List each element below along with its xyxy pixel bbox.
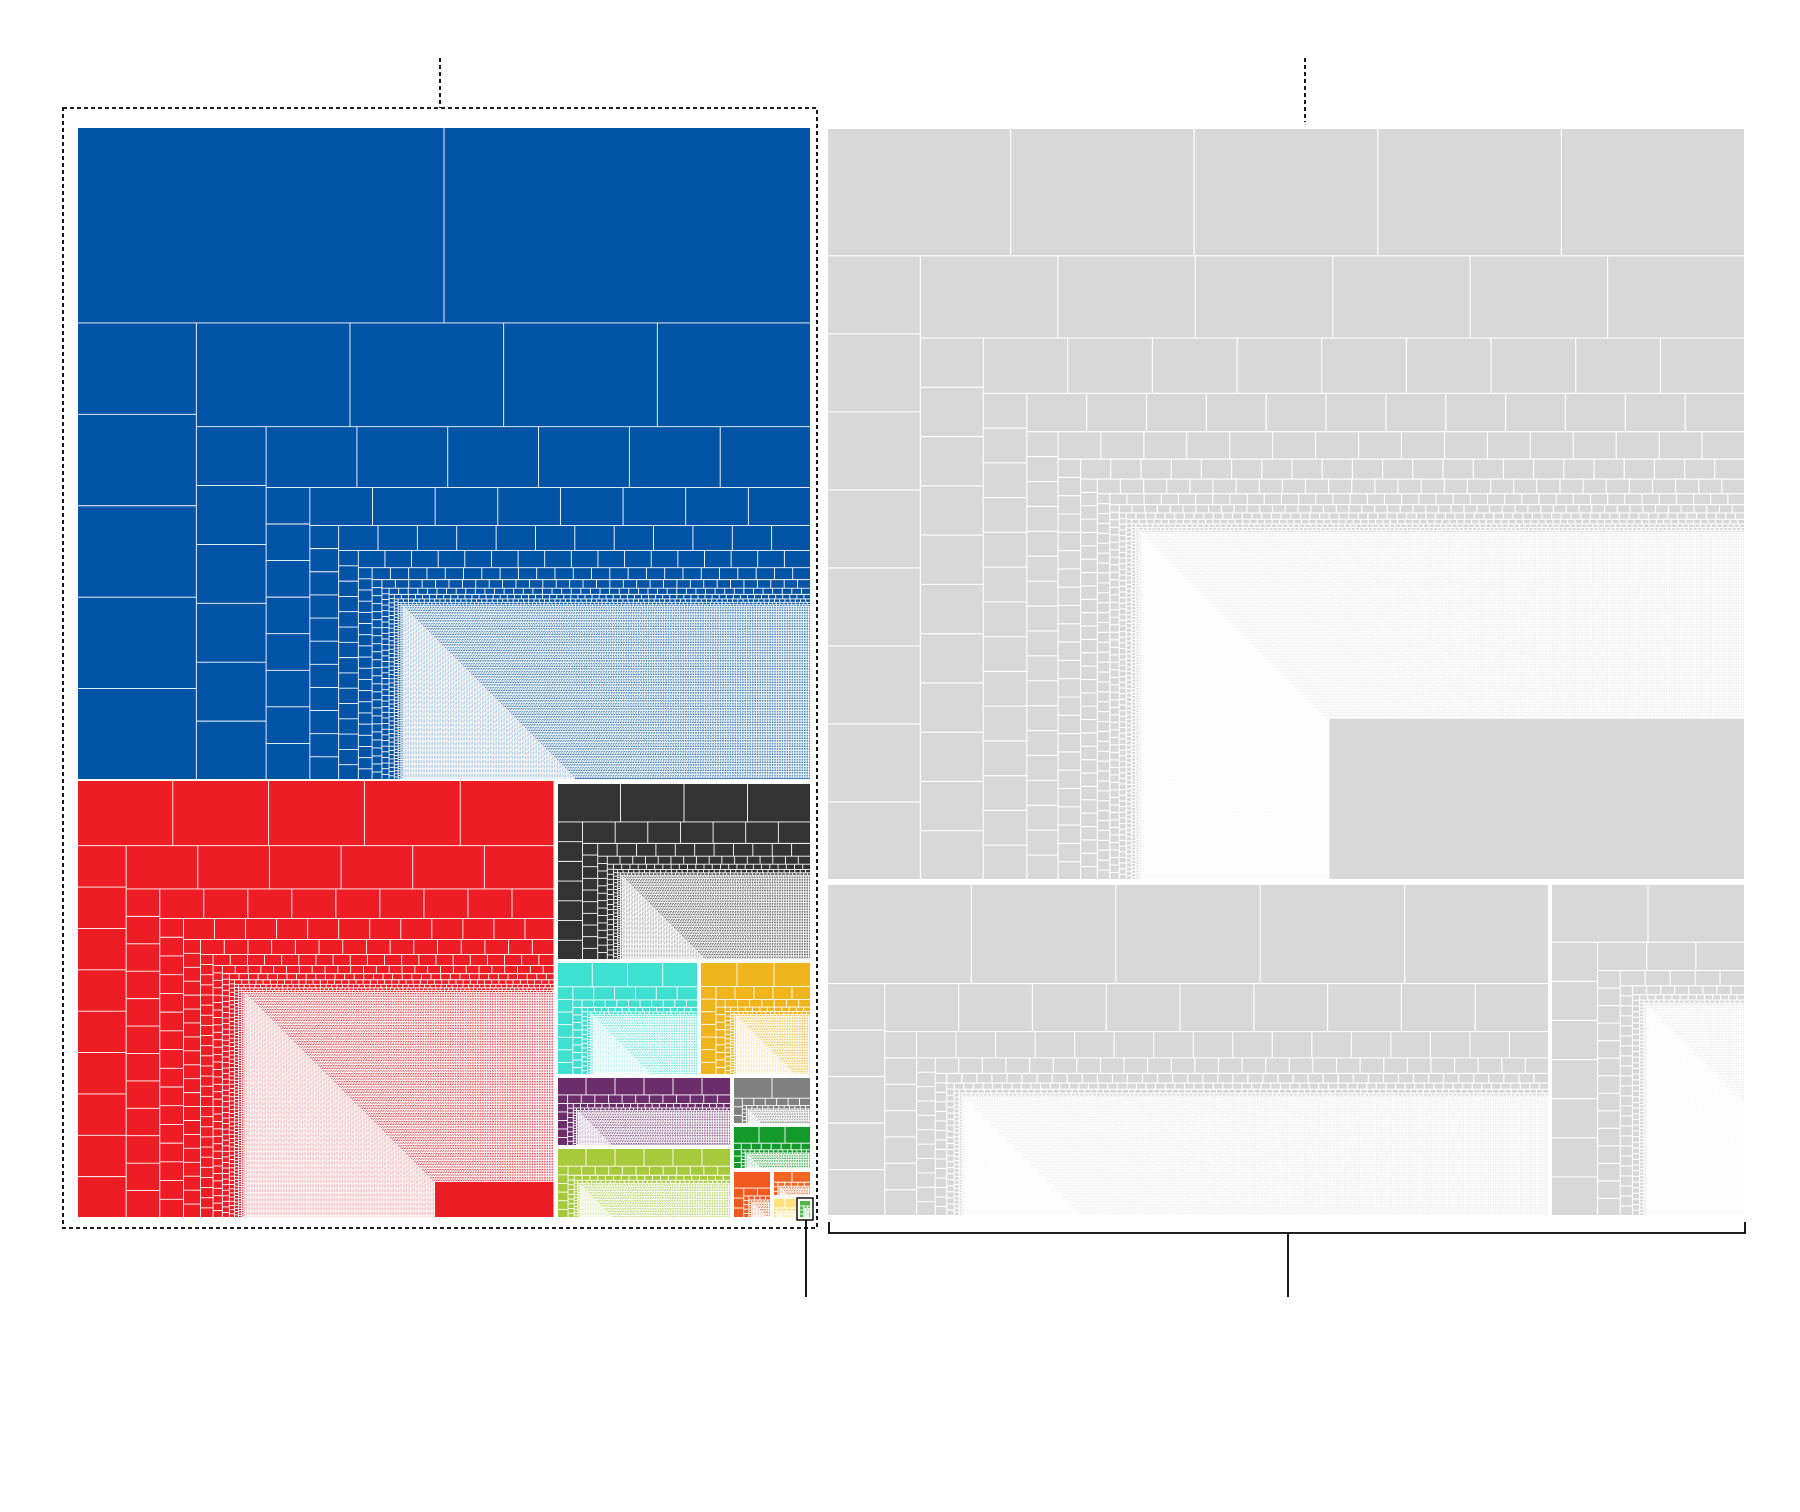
- treemap-tiles: [77, 127, 1745, 1220]
- highlighted-tile-0: [77, 127, 811, 780]
